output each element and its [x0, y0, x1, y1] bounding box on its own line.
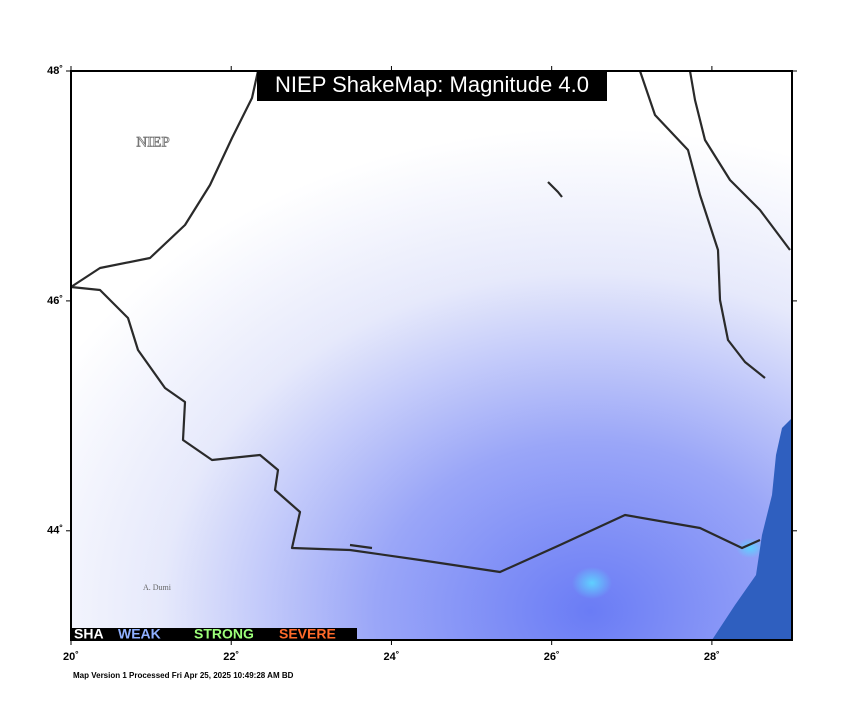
border	[70, 70, 260, 288]
border	[70, 285, 761, 574]
legend-bar	[71, 628, 357, 640]
title-box	[257, 71, 607, 101]
place-label: A. Dumi	[143, 583, 172, 592]
border	[638, 70, 766, 379]
intensity-peak	[736, 538, 764, 558]
lat-tick-label: 48˚	[47, 65, 63, 77]
intensity-field	[71, 71, 792, 640]
intensity-peak	[572, 567, 612, 599]
border	[688, 70, 791, 251]
black-sea	[712, 418, 792, 640]
border	[349, 543, 373, 550]
lon-tick-label: 24˚	[383, 651, 399, 663]
border	[547, 181, 563, 198]
lat-tick-label: 46˚	[47, 295, 63, 307]
lon-tick-label: 22˚	[223, 651, 239, 663]
map-title: NIEP ShakeMap: Magnitude 4.0	[275, 72, 589, 97]
agency-label: NIEP	[136, 134, 169, 150]
legend-label: STRONG	[194, 626, 254, 642]
legend-label: SEVERE	[279, 626, 336, 642]
legend-label: SHA	[74, 626, 104, 642]
lon-tick-label: 20˚	[63, 651, 79, 663]
legend-label: WEAK	[118, 626, 161, 642]
lon-tick-label: 28˚	[704, 651, 720, 663]
footer: Map Version 1 Processed Fri Apr 25, 2025…	[73, 671, 294, 680]
lat-tick-label: 44˚	[47, 525, 63, 537]
lon-tick-label: 26˚	[544, 651, 560, 663]
